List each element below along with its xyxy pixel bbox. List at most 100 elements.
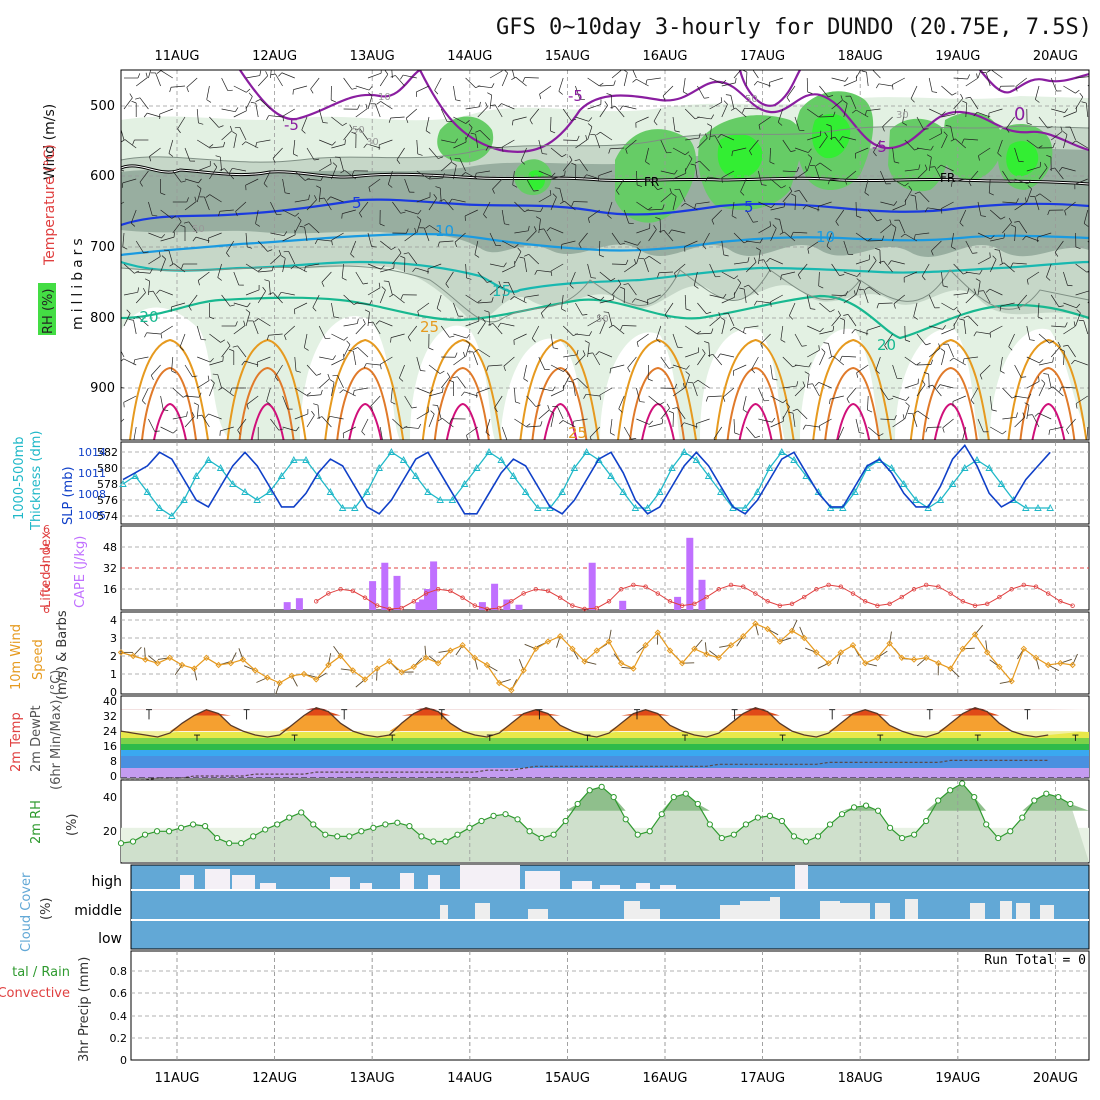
wind-barb-flag (486, 365, 489, 371)
tick-label: -3 (39, 542, 50, 555)
rh2m-marker (718, 834, 725, 842)
wind-barb (609, 418, 613, 433)
cloud-middle-gap (740, 901, 770, 919)
wind-speed-marker (605, 638, 613, 645)
axis-title-precip: 3hr Precip (mm) (77, 957, 92, 1062)
wind-barb-flag (403, 252, 409, 255)
wind-barb-flag (702, 245, 707, 250)
cloud-middle-gap (875, 903, 890, 919)
wind-barb-flag (198, 178, 202, 184)
wind-barb (379, 289, 386, 304)
wind-barb (387, 170, 393, 185)
wind-barb (380, 101, 393, 110)
temp-contour-zero-b (738, 70, 801, 107)
wind-barb (648, 423, 663, 428)
wind-barb-flag (729, 326, 735, 331)
wind-barb-flag (515, 401, 521, 404)
wind-barb-flag (950, 181, 953, 187)
wind-barb-flag (735, 77, 737, 83)
wind-barb-flag (1059, 348, 1065, 352)
wind-barb-flag (208, 144, 214, 148)
wind-barb (616, 178, 625, 191)
wind-barb (404, 209, 419, 215)
wind-barb (807, 135, 821, 141)
cloud-high-gap (525, 871, 560, 889)
wind-speed-marker (422, 654, 430, 662)
rh2m-marker (658, 811, 665, 818)
lifted-index-marker (985, 601, 990, 607)
wind-barb-flag (758, 259, 764, 261)
wind-barb-flag (357, 104, 360, 110)
wind-10m-series (117, 620, 1076, 694)
wind-barb-flag (752, 221, 758, 223)
wind-barb-flag (411, 406, 417, 409)
wind-barb-flag (770, 203, 775, 208)
wind-barb-flag (905, 396, 910, 401)
wind-barb-flag (959, 318, 965, 321)
wind-barb (538, 194, 552, 203)
wind-barb-flag (620, 325, 623, 331)
lifted-index-marker (497, 605, 502, 611)
rh2m-marker (1043, 790, 1050, 797)
wind-barb (1014, 178, 1028, 185)
wind-barb (331, 116, 343, 126)
wind-barb-flag (951, 246, 956, 250)
wind-barb (953, 77, 968, 80)
temp-contour-25 (909, 338, 990, 440)
wind-barb (989, 209, 1001, 220)
wind-barb-flag (425, 225, 430, 229)
wind-barb (245, 263, 259, 272)
wind-barb-flag (448, 198, 453, 204)
wind-barb (1014, 202, 1027, 211)
wind-barb-flag (561, 308, 567, 312)
wind-barb-flag (126, 309, 131, 314)
cloud-high-gap (330, 877, 350, 889)
rh2m-marker (1019, 814, 1026, 821)
wind-barb (1075, 263, 1088, 273)
wind-barb (282, 426, 297, 432)
wind-barb-flag (178, 217, 182, 223)
thickness-marker (387, 448, 396, 455)
upper-air-panel: -5 -5 -5 0 FR FR 5 5 10 10 15 -20 20 25 … (38, 69, 1090, 442)
wind-barb (355, 108, 368, 118)
wind-barb (453, 333, 467, 339)
wind-barb-flag (967, 74, 971, 80)
wind-barb (805, 424, 820, 428)
lifted-index-marker (1021, 582, 1026, 588)
wind-barb (318, 325, 326, 339)
wind-barb (1039, 193, 1052, 203)
wind-barb-flag (340, 170, 345, 174)
wind-barb-flag (267, 249, 273, 252)
wind-barb-flag (535, 404, 541, 407)
date-label: 12AUG (252, 49, 297, 64)
wind-barb-flag (346, 340, 351, 345)
wind-barb-flag (463, 351, 466, 357)
wind-barb (904, 405, 910, 420)
wind-barb (819, 302, 831, 313)
thickness-marker (680, 448, 688, 455)
wind-barb-flag (839, 317, 845, 321)
tick-label: 0.6 (110, 987, 128, 1000)
wind-barb-flag (144, 278, 150, 282)
wind-barb (1038, 412, 1052, 420)
lifted-index-marker (606, 599, 612, 604)
wind-barb (664, 302, 674, 315)
wind-barb-flag (739, 287, 745, 290)
wind-barb (331, 232, 344, 241)
wind-barb (855, 281, 861, 296)
wind-barb-flag (254, 318, 259, 322)
rh2m-high-fill (121, 783, 1089, 811)
wind-barb (416, 387, 430, 394)
wind-barb-flag (405, 118, 409, 124)
wind-barb (1051, 108, 1065, 113)
wind-barb-flag (235, 321, 238, 327)
wind-barb (846, 387, 857, 399)
wind-barb (272, 147, 283, 159)
wind-barb (1025, 235, 1040, 242)
wind-barb (368, 178, 381, 188)
wind-barb-flag (688, 154, 693, 159)
wind-barb (416, 196, 431, 203)
wind-barb (731, 201, 735, 216)
wind-barb-flag (533, 226, 537, 232)
temp-contour-35 (348, 402, 383, 440)
